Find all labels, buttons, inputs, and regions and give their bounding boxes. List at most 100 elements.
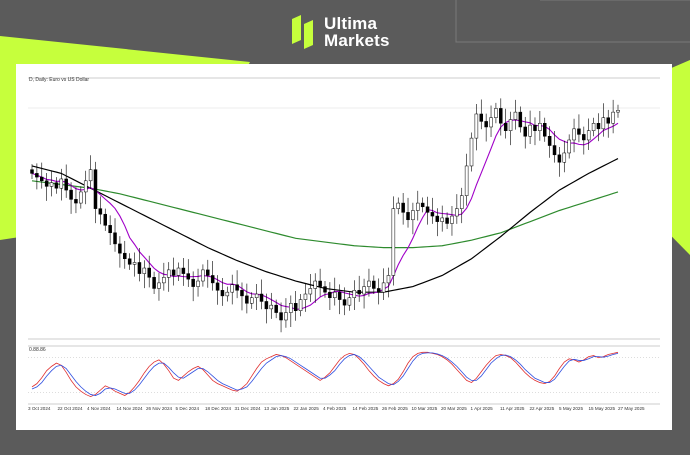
candle-body bbox=[464, 165, 469, 196]
candle-body bbox=[103, 213, 107, 226]
candle-body bbox=[235, 284, 239, 291]
candle-body bbox=[225, 291, 230, 297]
candle-body bbox=[186, 273, 191, 280]
candle-body bbox=[293, 303, 298, 311]
candle-body bbox=[30, 169, 34, 174]
candle-body bbox=[337, 291, 342, 300]
candle-body bbox=[35, 173, 39, 178]
candle-body bbox=[298, 299, 303, 311]
x-axis: 3 Oct 2024 22 Oct 2024 4 Nov 2024 14 Nov 20… bbox=[28, 406, 645, 411]
candle-body bbox=[557, 154, 562, 163]
x-tick-label: 11 Apr 2025 bbox=[500, 406, 525, 411]
candle-body bbox=[181, 267, 186, 274]
candle-body bbox=[333, 291, 337, 298]
candle-body bbox=[176, 267, 181, 276]
candle-body bbox=[420, 202, 425, 208]
candle-body bbox=[606, 117, 610, 124]
x-tick-label: 31 Dec 2024 bbox=[235, 406, 261, 411]
x-tick-label: 13 Jan 2025 bbox=[264, 406, 290, 411]
x-tick-label: 27 May 2025 bbox=[618, 406, 645, 411]
candle-body bbox=[562, 152, 567, 163]
ma-100-line bbox=[31, 157, 619, 293]
candle-body bbox=[357, 290, 361, 295]
oscillator-layer bbox=[31, 351, 619, 398]
x-tick-label: 1 Apr 2025 bbox=[471, 406, 494, 411]
ma-200-line bbox=[31, 180, 619, 249]
frame-line bbox=[455, 0, 690, 43]
candle-body bbox=[386, 275, 391, 284]
candle-body bbox=[206, 269, 210, 276]
candle-body bbox=[538, 123, 542, 131]
candle-body bbox=[489, 117, 493, 128]
candle-body bbox=[79, 191, 83, 204]
x-tick-label: 18 Dec 2024 bbox=[205, 406, 231, 411]
candle-body bbox=[54, 182, 59, 189]
candle-body bbox=[376, 288, 381, 293]
candle-body bbox=[259, 293, 264, 302]
x-tick-label: 14 Feb 2025 bbox=[353, 406, 379, 411]
candle-body bbox=[523, 126, 527, 137]
candle-body bbox=[362, 286, 366, 295]
candle-body bbox=[352, 290, 357, 298]
candle-body bbox=[98, 208, 103, 215]
candle-body bbox=[264, 301, 269, 310]
candle-body bbox=[215, 282, 220, 291]
candle-body bbox=[118, 243, 122, 254]
x-tick-label: 26 Nov 2024 bbox=[146, 406, 172, 411]
candle-body bbox=[284, 312, 288, 321]
x-tick-label: 14 Nov 2024 bbox=[117, 406, 143, 411]
candle-body bbox=[572, 128, 576, 141]
candle-body bbox=[113, 232, 117, 245]
x-tick-label: 20 Mar 2025 bbox=[441, 406, 467, 411]
candle-body bbox=[59, 178, 64, 189]
candle-body bbox=[513, 111, 518, 120]
candle-body bbox=[508, 119, 513, 131]
candle-body bbox=[318, 280, 322, 287]
candle-body bbox=[64, 178, 68, 191]
candle-body bbox=[347, 297, 352, 306]
candle-body bbox=[596, 123, 601, 130]
x-tick-label: 4 Nov 2024 bbox=[87, 406, 111, 411]
candle-body bbox=[425, 206, 430, 213]
chart-frame bbox=[28, 77, 660, 405]
candle-body bbox=[313, 280, 317, 289]
candle-body bbox=[201, 269, 205, 282]
candle-body bbox=[69, 189, 73, 200]
candle-body bbox=[372, 280, 376, 289]
candle-body bbox=[323, 286, 327, 293]
candle-body bbox=[528, 124, 532, 137]
candle-body bbox=[611, 111, 615, 124]
chart-panel: 3 Oct 2024 22 Oct 2024 4 Nov 2024 14 Nov 20… bbox=[16, 64, 672, 430]
candle-body bbox=[474, 113, 479, 139]
candle-body bbox=[577, 128, 581, 135]
candle-body bbox=[137, 262, 142, 274]
candle-body bbox=[445, 217, 449, 224]
candle-body bbox=[220, 290, 225, 297]
candle-body bbox=[240, 290, 244, 297]
candle-body bbox=[494, 108, 498, 118]
candle-body bbox=[123, 252, 127, 260]
candle-body bbox=[157, 282, 161, 289]
candle-body bbox=[191, 278, 195, 287]
x-tick-label: 26 Feb 2025 bbox=[382, 406, 408, 411]
candle-body bbox=[74, 199, 78, 204]
candle-body bbox=[503, 123, 508, 131]
candle-body bbox=[93, 169, 98, 209]
x-tick-label: 22 Oct 2024 bbox=[58, 406, 83, 411]
candle-body bbox=[250, 297, 254, 304]
candle-body bbox=[40, 176, 44, 182]
candle-body bbox=[44, 180, 49, 187]
candle-body bbox=[567, 139, 571, 154]
candle-body bbox=[484, 121, 488, 128]
candle-body bbox=[367, 280, 371, 287]
brand-line-2: Markets bbox=[324, 31, 390, 50]
candle-body bbox=[450, 215, 454, 224]
oscillator-title: 0.88.86 bbox=[29, 347, 46, 353]
chart-canvas: 3 Oct 2024 22 Oct 2024 4 Nov 2024 14 Nov 20… bbox=[28, 77, 660, 411]
candle-body bbox=[166, 269, 171, 278]
candle-body bbox=[83, 180, 88, 193]
x-tick-label: 4 Feb 2025 bbox=[323, 406, 347, 411]
candle-body bbox=[152, 277, 156, 289]
candle-body bbox=[171, 269, 176, 276]
candle-body bbox=[49, 182, 54, 187]
